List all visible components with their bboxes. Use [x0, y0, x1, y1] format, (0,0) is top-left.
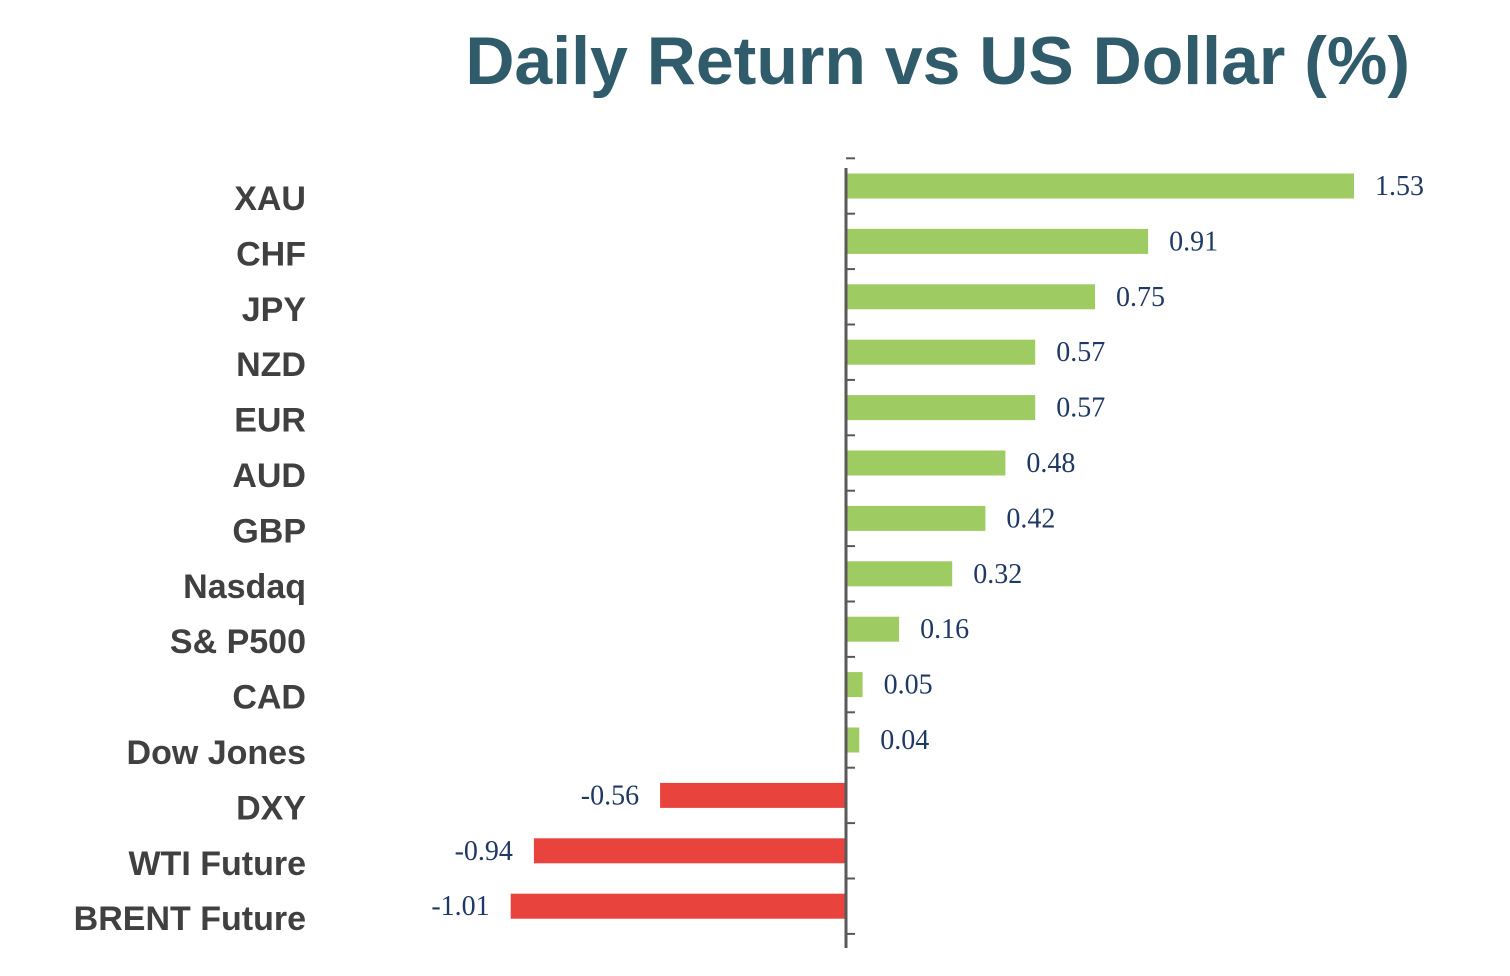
category-label-nasdaq: Nasdaq [183, 568, 306, 606]
bars-group [510, 173, 1354, 919]
value-label-gbp: 0.42 [1006, 503, 1055, 534]
category-label-eur: EUR [234, 402, 306, 440]
category-label-nzd: NZD [236, 346, 306, 384]
bar-wti-future [533, 838, 846, 864]
zero-axis-group [844, 157, 855, 948]
category-labels-group: XAU CHF JPY NZD EUR AUD GBP Nasdaq S& P500 CAD Dow… [74, 180, 307, 938]
bar-nasdaq [846, 561, 953, 587]
value-label-brent-future: -1.01 [431, 891, 489, 922]
category-label-dow-jones: Dow Jones [127, 734, 306, 772]
bar-eur [846, 395, 1036, 421]
value-label-s-p500: 0.16 [920, 614, 969, 645]
bar-dxy [660, 782, 846, 808]
category-label-s-p500: S& P500 [170, 623, 306, 661]
category-label-gbp: GBP [232, 512, 306, 550]
bar-cad [846, 672, 863, 698]
category-label-brent-future: BRENT Future [74, 900, 306, 938]
value-label-dow-jones: 0.04 [880, 725, 929, 756]
value-label-nasdaq: 0.32 [973, 559, 1022, 590]
bar-aud [846, 450, 1006, 476]
value-label-jpy: 0.75 [1116, 282, 1165, 313]
bar-dow-jones [846, 727, 860, 753]
value-labels-group: 1.53 0.910.75 0.57 0.57 0.48 0.42 0.320.16 0.05… [431, 171, 1424, 922]
value-label-eur: 0.57 [1056, 393, 1105, 424]
bar-s-p500 [846, 616, 900, 642]
value-label-nzd: 0.57 [1056, 337, 1105, 368]
category-label-xau: XAU [234, 180, 306, 218]
category-label-wti-future: WTI Future [128, 845, 306, 883]
value-label-xau: 1.53 [1375, 171, 1424, 202]
bar-jpy [846, 284, 1095, 310]
bar-brent-future [510, 893, 846, 919]
category-label-aud: AUD [232, 457, 306, 495]
bar-chf [846, 228, 1149, 254]
category-label-cad: CAD [232, 679, 306, 717]
value-label-wti-future: -0.94 [455, 836, 513, 867]
value-label-aud: 0.48 [1026, 448, 1075, 479]
category-label-chf: CHF [236, 235, 306, 273]
chart-title: Daily Return vs US Dollar (%) [465, 23, 1410, 99]
value-label-cad: 0.05 [884, 670, 933, 701]
category-label-dxy: DXY [236, 789, 306, 827]
bar-gbp [846, 505, 986, 531]
category-label-jpy: JPY [242, 291, 307, 329]
value-label-dxy: -0.56 [581, 780, 639, 811]
bar-nzd [846, 339, 1036, 365]
bar-xau [846, 173, 1354, 199]
value-label-chf: 0.91 [1169, 226, 1218, 257]
